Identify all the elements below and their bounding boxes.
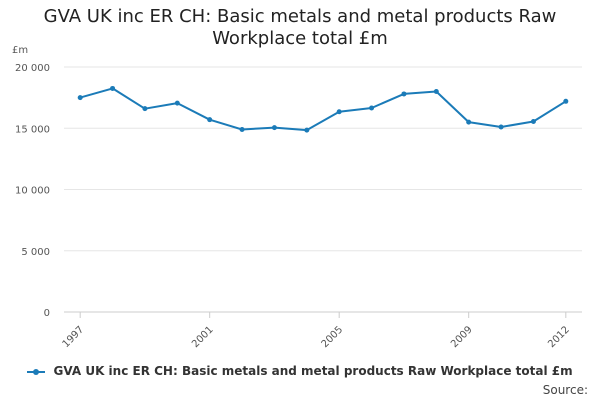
y-tick-label: 15 000 [15,124,50,135]
data-point[interactable] [498,124,504,130]
chart-title-line-2: Workplace total £m [212,28,388,49]
series-line [79,87,567,132]
x-tick-label: 2012 [546,324,572,350]
data-point[interactable] [304,127,310,133]
data-point[interactable] [336,109,342,115]
data-point[interactable] [466,119,472,125]
data-point[interactable] [110,85,116,91]
data-point[interactable] [239,126,245,132]
chart-title: GVA UK inc ER CH: Basic metals and metal… [0,6,600,50]
chart-title-line-1: GVA UK inc ER CH: Basic metals and metal… [43,6,557,27]
data-point[interactable] [271,125,277,131]
series-layer [77,85,569,133]
legend-swatch [27,367,46,377]
legend[interactable]: GVA UK inc ER CH: Basic metals and metal… [0,364,600,378]
x-tick-label: 2001 [190,324,216,350]
data-point[interactable] [563,98,569,104]
data-point[interactable] [207,117,213,123]
data-point[interactable] [433,89,439,94]
source-label: Source: [542,383,588,397]
y-tick-label: 0 [44,308,50,319]
y-tick-label: 5 000 [21,247,50,258]
data-point[interactable] [142,106,148,112]
gridlines [64,66,582,252]
y-axis-unit: £m [12,45,28,56]
x-tick-label: 2005 [320,324,346,350]
legend-label: GVA UK inc ER CH: Basic metals and metal… [53,364,573,378]
y-tick-label: 10 000 [15,186,50,197]
data-point[interactable] [77,95,83,101]
x-tick-label: 2009 [449,324,475,350]
data-point[interactable] [369,105,375,111]
y-tick-label: 20 000 [15,63,50,74]
data-point[interactable] [401,91,407,97]
data-point[interactable] [530,119,536,125]
axes: 0 5 000 10 000 15 000 20 000 1997 2001 2005 2009… [15,63,582,350]
x-tick-label: 1997 [61,324,87,350]
data-point[interactable] [174,100,180,106]
